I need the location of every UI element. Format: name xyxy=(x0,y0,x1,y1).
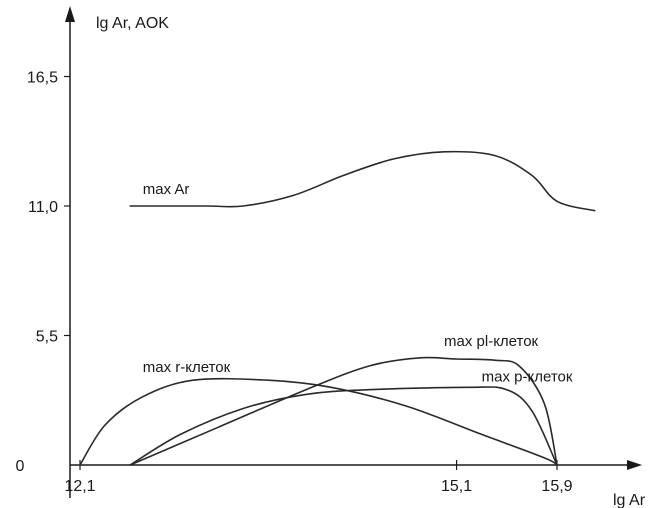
series-line-max-p xyxy=(129,386,558,466)
x-tick-label: 12,1 xyxy=(64,478,95,495)
series-line-max-pl xyxy=(129,356,558,466)
y-tick-label: 0 xyxy=(16,458,25,475)
y-tick-label: 16,5 xyxy=(27,70,58,87)
series-line-max-r xyxy=(79,377,558,466)
series-label: max p-клеток xyxy=(482,368,573,385)
series-label-group: max Ar max r-клеток max pl-клеток max p-кле… xyxy=(143,181,573,385)
y-axis-label: lg Ar, AOK xyxy=(96,15,169,32)
y-axis-arrowhead xyxy=(65,6,75,22)
x-axis-label: lg Ar xyxy=(613,492,646,508)
series-line-max-ar xyxy=(129,150,596,212)
x-tick-label: 15,9 xyxy=(541,478,572,495)
series-label: max r-клеток xyxy=(143,359,231,376)
y-tick-label: 11,0 xyxy=(28,199,58,216)
y-tick-label: 5,5 xyxy=(36,329,58,346)
series-group xyxy=(79,150,596,466)
axes xyxy=(65,6,642,498)
x-axis-arrowhead xyxy=(627,460,642,470)
tick-group: 12,1 15,1 15,9 0 5,5 11,0 16,5 xyxy=(16,70,573,496)
x-tick-label: 15,1 xyxy=(441,478,472,495)
series-label: max pl-клеток xyxy=(444,333,539,350)
series-label: max Ar xyxy=(143,181,190,198)
